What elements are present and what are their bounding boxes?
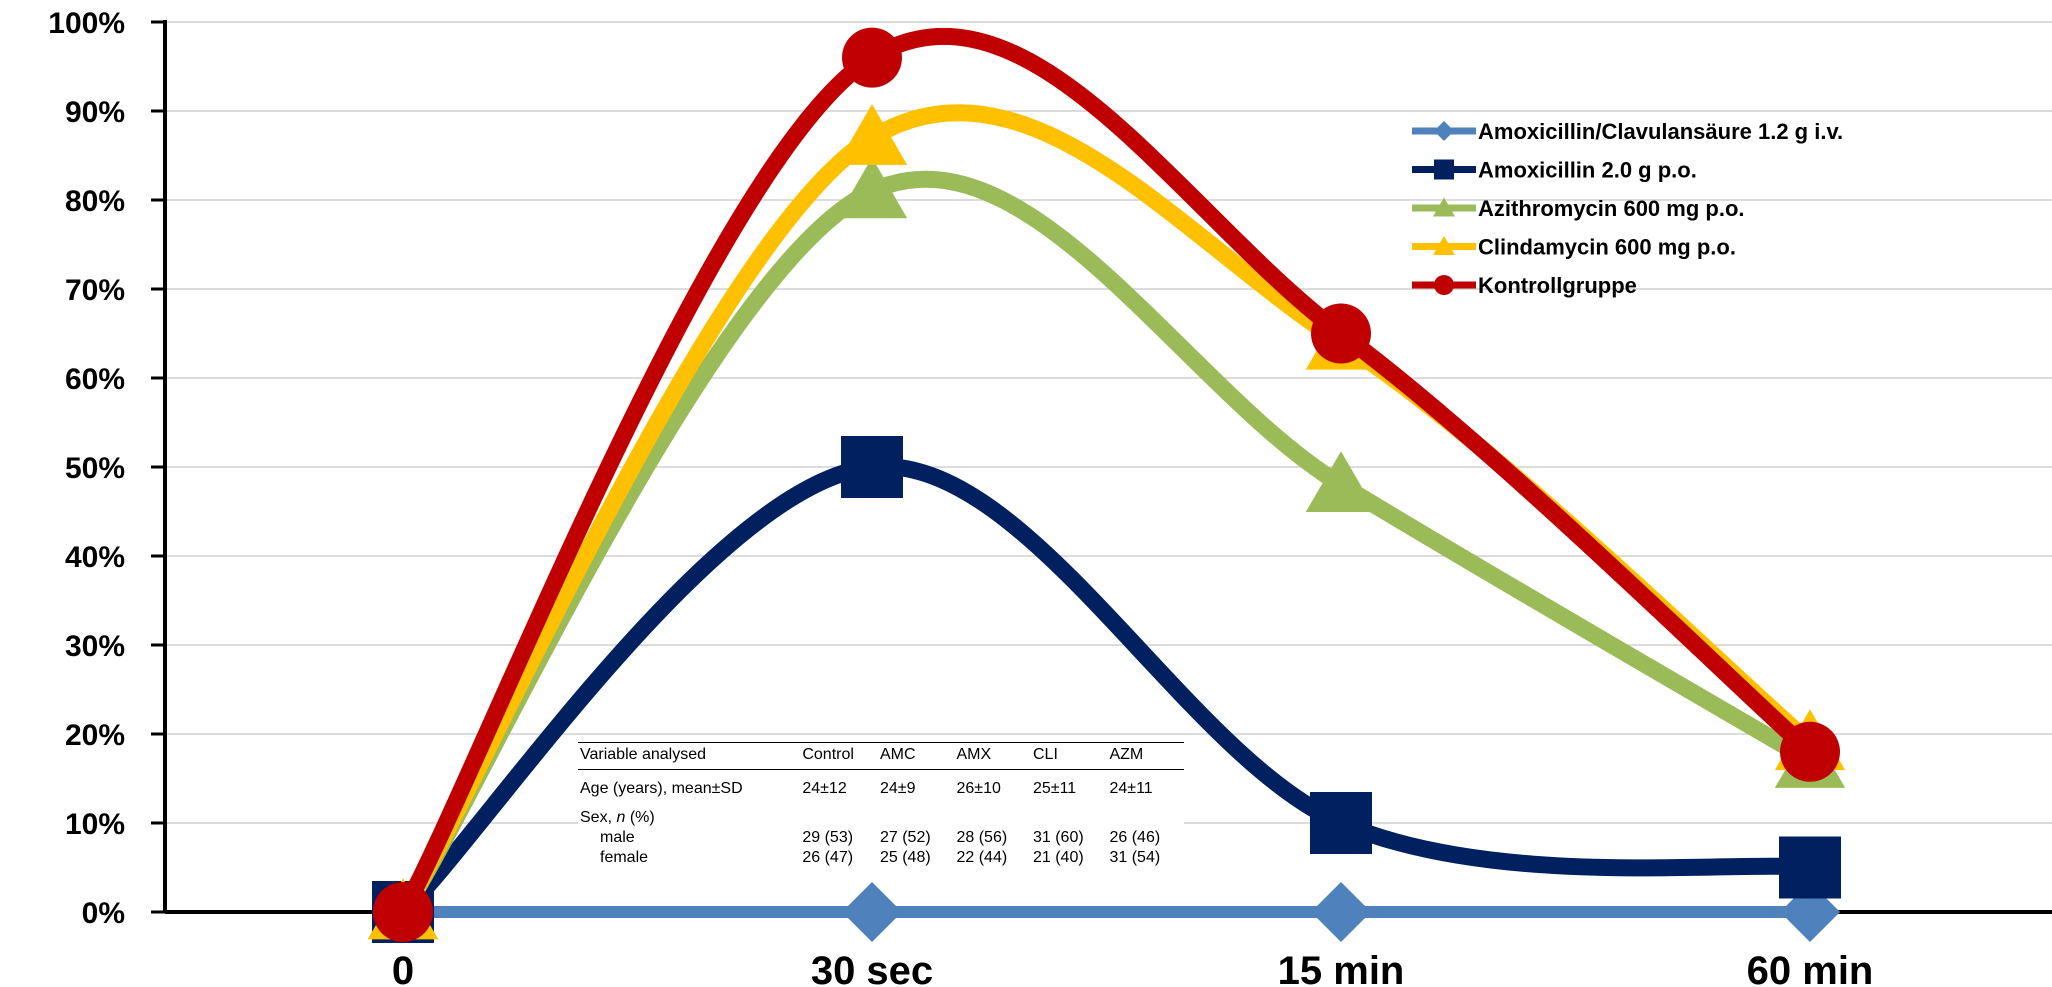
y-tick-label: 90% [65, 96, 125, 129]
legend-swatch-marker [1434, 159, 1454, 180]
inset-cell: 25 (48) [879, 849, 931, 866]
data-point [842, 882, 902, 942]
inset-cell: 31 (54) [1109, 849, 1161, 866]
inset-row: Sex, n (%) [578, 799, 1184, 828]
inset-cell: 22 (44) [956, 849, 1008, 866]
inset-cell: 26±10 [956, 780, 1001, 797]
inset-cell: 24±9 [879, 780, 916, 797]
inset-row-label: Sex, n (%) [580, 809, 655, 826]
inset-cell: 26 (47) [802, 849, 854, 866]
data-point [1780, 721, 1840, 782]
x-tick-label: 30 sec [811, 949, 933, 987]
data-point [836, 104, 908, 165]
legend-label: Kontrollgruppe [1478, 273, 1637, 298]
inset-row-label: male [600, 829, 635, 846]
legend: Amoxicillin/Clavulansäure 1.2 g i.v. Amox… [1412, 119, 1843, 298]
data-point [1305, 451, 1377, 512]
data-point [842, 27, 902, 88]
inset-header-cli: CLI [1030, 742, 1108, 770]
y-tick-label: 70% [65, 274, 125, 307]
demographics-inset-table: Variable analysed Control AMC AMX CLI AZM Age… [578, 742, 1184, 868]
y-tick-label: 20% [65, 719, 125, 752]
legend-swatch-marker [1434, 121, 1454, 141]
legend-entry: Amoxicillin 2.0 g p.o. [1412, 158, 1697, 183]
inset-cell [954, 799, 1031, 828]
legend-label: Amoxicillin/Clavulansäure 1.2 g i.v. [1478, 119, 1843, 144]
legend-swatch-marker [1433, 197, 1455, 217]
inset-cell: 24±12 [802, 780, 847, 797]
inset-row: female 26 (47) 25 (48) 22 (44) 21 (40) 31 (54… [578, 848, 1184, 868]
y-tick-label: 0% [82, 897, 125, 930]
x-tick-label: 15 min [1278, 949, 1405, 987]
series-kontrollgruppe [373, 27, 1840, 942]
inset-header-row: Variable analysed Control AMC AMX CLI AZM [578, 742, 1184, 770]
inset-cell: 27 (52) [879, 829, 931, 846]
series-line [394, 458, 1819, 921]
series-amoxicillin-clavulans-ure-1-2-g-i-v [373, 882, 1840, 942]
y-tick-label: 80% [65, 185, 125, 218]
legend-entry: Azithromycin 600 mg p.o. [1412, 196, 1745, 221]
legend-entry: Amoxicillin/Clavulansäure 1.2 g i.v. [1412, 119, 1843, 144]
inset-row: Age (years), mean±SD 24±12 24±9 26±10 25±11 2… [578, 770, 1184, 800]
inset-cell: 26 (46) [1109, 829, 1161, 846]
inset-cell: 21 (40) [1032, 849, 1084, 866]
legend-entry: Clindamycin 600 mg p.o. [1412, 235, 1736, 260]
inset-row-label: female [600, 849, 649, 866]
inset-cell [1107, 799, 1184, 828]
y-tick-labels: 0% 10% 20% 30% 40% 50% 60% 70% 80% 90% 100% [48, 7, 165, 930]
inset-header-control: Control [800, 742, 878, 770]
y-tick-label: 30% [65, 630, 125, 663]
x-tick-label: 60 min [1747, 949, 1874, 987]
data-point [841, 436, 903, 498]
inset-header-amc: AMC [877, 742, 955, 770]
data-point [1311, 882, 1371, 942]
data-point [1311, 303, 1371, 364]
inset-cell: 25±11 [1032, 780, 1077, 797]
y-tick-label: 60% [65, 363, 125, 396]
inset-cell: 31 (60) [1032, 829, 1084, 846]
legend-label: Clindamycin 600 mg p.o. [1478, 235, 1736, 260]
legend-swatch-marker [1433, 236, 1455, 255]
inset-header-amx: AMX [954, 742, 1031, 770]
legend-label: Amoxicillin 2.0 g p.o. [1478, 158, 1697, 183]
legend-entry: Kontrollgruppe [1412, 273, 1637, 298]
legend-swatch-marker [1434, 275, 1454, 295]
data-point [1779, 836, 1841, 899]
inset-cell: 28 (56) [956, 829, 1008, 846]
y-tick-label: 10% [65, 808, 125, 841]
y-tick-label: 50% [65, 452, 125, 485]
inset-cell [1031, 799, 1108, 828]
x-tick-labels: 0 30 sec 15 min 60 min [392, 949, 1873, 987]
data-point [373, 882, 433, 942]
inset-header-variable: Variable analysed [578, 742, 801, 770]
inset-header-azm: AZM [1107, 742, 1184, 770]
data-point [836, 157, 908, 219]
series-group [367, 27, 1846, 943]
inset-cell: 29 (53) [802, 829, 854, 846]
inset-cell [800, 799, 878, 828]
inset-row-label: Age (years), mean±SD [580, 780, 743, 797]
data-point [1310, 792, 1372, 854]
series-line [394, 27, 1819, 921]
y-tick-label: 100% [48, 7, 125, 40]
inset-row: male 29 (53) 27 (52) 28 (56) 31 (60) 26 (46) [578, 828, 1184, 848]
inset-cell: 24±11 [1109, 780, 1153, 797]
y-tick-label: 40% [65, 541, 125, 574]
inset-cell [878, 799, 955, 828]
x-tick-label: 0 [392, 949, 414, 987]
legend-label: Azithromycin 600 mg p.o. [1478, 196, 1745, 221]
inset-body: Age (years), mean±SD 24±12 24±9 26±10 25±11 2… [578, 770, 1184, 869]
